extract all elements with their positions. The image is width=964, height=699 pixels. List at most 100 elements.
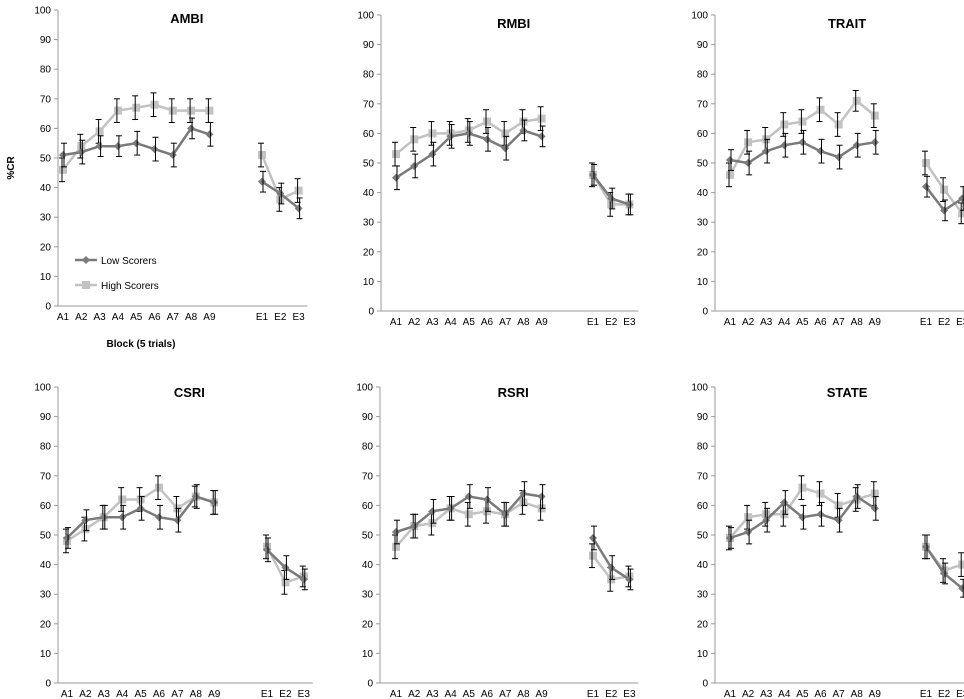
y-tick-label: 50 [697,159,709,170]
y-tick-label: 40 [362,560,374,571]
x-tick-label: A2 [408,317,421,328]
y-tick-label: 50 [40,154,52,165]
data-point-low [762,516,771,525]
y-tick-label: 30 [697,590,709,601]
x-tick-label: A5 [463,317,476,328]
data-point-low [870,504,879,513]
data-point-low [744,159,753,167]
y-tick-label: 10 [697,649,709,660]
y-tick-label: 80 [40,65,52,76]
x-tick-label: A3 [426,689,439,699]
data-point-high [501,129,510,138]
x-tick-label: A9 [869,689,882,699]
data-point-high [798,117,807,126]
data-point-low [205,130,214,139]
x-tick-label: A9 [208,689,221,699]
y-tick-label: 0 [368,307,374,318]
x-tick-label: E3 [956,689,964,699]
data-point-high [136,495,145,504]
data-point-high [81,525,90,534]
data-point-low [607,194,616,203]
y-tick-label: 10 [40,649,52,660]
x-tick-label: A3 [760,689,773,699]
y-tick-label: 50 [362,531,374,542]
data-point-low [798,138,807,147]
y-tick-label: 30 [363,218,375,229]
x-tick-label: A3 [426,317,439,328]
data-point-high [258,151,266,160]
y-tick-label: 0 [367,679,373,690]
data-point-high [870,489,879,498]
y-tick-label: 10 [697,277,709,288]
chart-panel-csri: 0 10 20 30 40 50 60 70 80 90 100 A1 A2 A3 A4 A5 A6 A7 A8 A9… [34,383,313,699]
x-tick-label: A9 [203,312,216,323]
x-tick-label: E3 [623,317,636,328]
data-point-high [744,513,753,522]
x-tick-label: A6 [481,689,494,699]
data-point-high [744,138,753,147]
data-point-low [798,513,807,522]
data-point-low [922,542,930,551]
data-point-low [726,156,734,165]
data-point-low [483,135,491,144]
x-tick-label: A7 [832,317,845,328]
data-point-low [187,124,196,133]
data-point-low [852,141,861,150]
x-tick-label: A1 [390,689,403,699]
data-point-low [299,575,308,584]
data-point-high [187,106,196,115]
data-point-low [276,189,285,198]
x-tick-label: E1 [587,317,600,328]
y-tick-label: 60 [40,501,52,512]
x-tick-label: A7 [499,317,512,328]
data-point-high [940,185,949,194]
chart-panel-trait: 0 10 20 30 40 50 60 70 80 90 100 A1 A2 A3 A4 A5 A6 A7 A8 A9… [691,11,964,328]
data-point-low [281,563,290,572]
x-axis-label: Block (5 trials) [107,339,176,350]
y-tick-label: 30 [362,590,374,601]
y-tick-label: 10 [363,277,375,288]
x-tick-label: A8 [517,689,530,699]
y-tick-label: 100 [34,6,51,17]
x-tick-label: E1 [256,312,269,323]
data-point-high [607,200,616,209]
data-point-low [501,144,510,153]
data-point-low [519,126,528,135]
x-tick-label: E1 [261,689,274,699]
data-point-low [744,528,753,537]
y-tick-label: 70 [40,94,52,105]
data-point-low [519,489,528,498]
data-point-high [392,542,400,551]
x-tick-label: E2 [938,317,951,328]
x-tick-label: A5 [130,312,143,323]
y-tick-label: 90 [40,412,52,423]
data-point-low [294,204,303,213]
data-point-low [958,194,964,203]
x-tick-label: A2 [742,317,755,328]
x-tick-label: A6 [148,312,161,323]
y-tick-label: 50 [363,159,375,170]
data-point-low [150,145,159,154]
y-tick-label: 50 [40,531,52,542]
y-tick-label: 30 [40,590,52,601]
data-point-high [870,111,879,120]
x-tick-label: A5 [463,689,476,699]
y-tick-label: 40 [40,183,52,194]
data-point-high [834,120,843,129]
data-point-high [276,195,285,204]
data-point-low [958,584,964,593]
data-point-high [464,510,473,519]
y-tick-label: 90 [697,40,709,51]
x-tick-label: E2 [938,689,951,699]
x-tick-label: A7 [832,689,845,699]
data-point-low [483,495,491,504]
data-point-high [168,106,177,115]
x-tick-label: A4 [112,312,125,323]
data-point-low [922,182,930,191]
chart-title: RSRI [498,385,529,400]
y-tick-label: 90 [363,40,375,51]
y-tick-label: 100 [691,11,708,22]
data-point-low [870,138,879,147]
data-point-high [519,498,528,507]
data-point-high [922,159,930,167]
